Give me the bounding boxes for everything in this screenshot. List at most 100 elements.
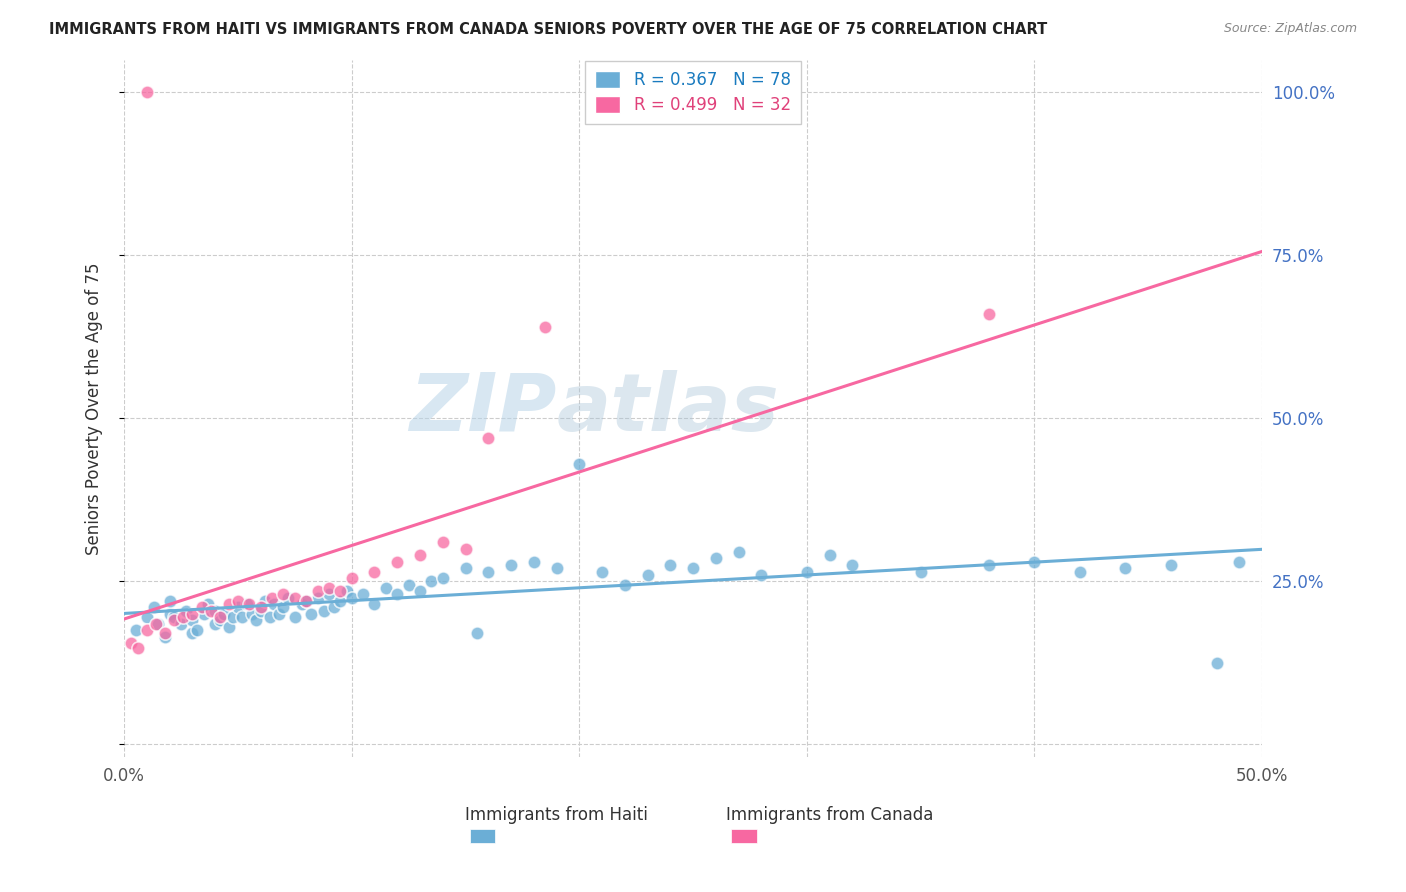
Point xyxy=(208,610,231,624)
Point xyxy=(659,558,682,572)
Point xyxy=(181,607,204,621)
Point xyxy=(159,594,181,608)
Point xyxy=(477,565,499,579)
Point xyxy=(200,604,222,618)
Y-axis label: Seniors Poverty Over the Age of 75: Seniors Poverty Over the Age of 75 xyxy=(86,262,103,555)
Point xyxy=(751,567,773,582)
Point xyxy=(197,597,219,611)
Point xyxy=(273,587,295,601)
Point xyxy=(314,604,336,618)
Text: ZIP: ZIP xyxy=(409,369,557,448)
Point xyxy=(249,604,271,618)
Point xyxy=(163,614,186,628)
Point xyxy=(204,604,226,618)
Point xyxy=(236,597,259,611)
Point xyxy=(534,320,557,334)
Point xyxy=(523,555,546,569)
Point xyxy=(120,636,142,650)
Point xyxy=(1114,561,1136,575)
Point xyxy=(637,567,659,582)
Point xyxy=(363,565,385,579)
Point xyxy=(277,591,299,605)
Point xyxy=(1024,555,1046,569)
Text: Source: ZipAtlas.com: Source: ZipAtlas.com xyxy=(1223,22,1357,36)
Point xyxy=(454,561,477,575)
Point xyxy=(910,565,932,579)
Point xyxy=(295,594,318,608)
Point xyxy=(186,624,208,638)
Point xyxy=(254,594,277,608)
Point xyxy=(977,307,1000,321)
Point xyxy=(322,600,344,615)
Point xyxy=(307,591,329,605)
Point xyxy=(291,597,314,611)
Point xyxy=(841,558,863,572)
Point xyxy=(546,561,568,575)
Point xyxy=(259,610,281,624)
Point xyxy=(307,584,329,599)
Point xyxy=(260,591,283,605)
Point xyxy=(135,624,157,638)
Point xyxy=(218,597,240,611)
Point xyxy=(568,457,591,471)
Point xyxy=(163,610,186,624)
Point xyxy=(295,594,318,608)
Legend: R = 0.367   N = 78, R = 0.499   N = 32: R = 0.367 N = 78, R = 0.499 N = 32 xyxy=(585,61,801,124)
Point xyxy=(329,594,352,608)
Point xyxy=(284,591,307,605)
Point xyxy=(1160,558,1182,572)
Point xyxy=(387,555,409,569)
Text: atlas: atlas xyxy=(557,369,779,448)
Point xyxy=(226,594,249,608)
Point xyxy=(214,607,236,621)
Point xyxy=(818,548,841,562)
Point xyxy=(613,577,636,591)
Point xyxy=(499,558,522,572)
Text: IMMIGRANTS FROM HAITI VS IMMIGRANTS FROM CANADA SENIORS POVERTY OVER THE AGE OF : IMMIGRANTS FROM HAITI VS IMMIGRANTS FROM… xyxy=(49,22,1047,37)
Point xyxy=(1069,565,1091,579)
Point xyxy=(409,584,432,599)
Point xyxy=(340,571,363,585)
Point xyxy=(318,581,340,595)
Point xyxy=(267,607,290,621)
Point xyxy=(796,565,818,579)
Point xyxy=(374,581,396,595)
Point xyxy=(153,626,176,640)
Point xyxy=(181,614,204,628)
Point xyxy=(240,607,263,621)
Point xyxy=(174,604,197,618)
Point xyxy=(432,535,454,549)
Point xyxy=(226,600,249,615)
Point xyxy=(387,587,409,601)
Point xyxy=(181,626,204,640)
Point xyxy=(159,607,181,621)
Point xyxy=(170,616,193,631)
Point xyxy=(409,548,432,562)
Point xyxy=(249,600,271,615)
Point xyxy=(135,610,157,624)
Point xyxy=(432,571,454,585)
Point xyxy=(284,610,307,624)
Point xyxy=(148,616,170,631)
Point xyxy=(145,616,167,631)
Point xyxy=(977,558,1000,572)
Point xyxy=(238,597,260,611)
Point xyxy=(172,610,194,624)
Point xyxy=(591,565,613,579)
Point xyxy=(454,541,477,556)
Point xyxy=(340,591,363,605)
Point xyxy=(231,610,253,624)
Point xyxy=(704,551,727,566)
Point xyxy=(465,626,488,640)
Point xyxy=(124,624,146,638)
Text: Immigrants from Haiti: Immigrants from Haiti xyxy=(465,806,648,824)
Point xyxy=(218,620,240,634)
Point xyxy=(336,584,359,599)
Point xyxy=(363,597,385,611)
Point xyxy=(135,85,157,99)
Point xyxy=(352,587,374,601)
Point xyxy=(245,614,267,628)
Point xyxy=(318,587,340,601)
Point xyxy=(1205,656,1227,670)
Point xyxy=(263,597,285,611)
